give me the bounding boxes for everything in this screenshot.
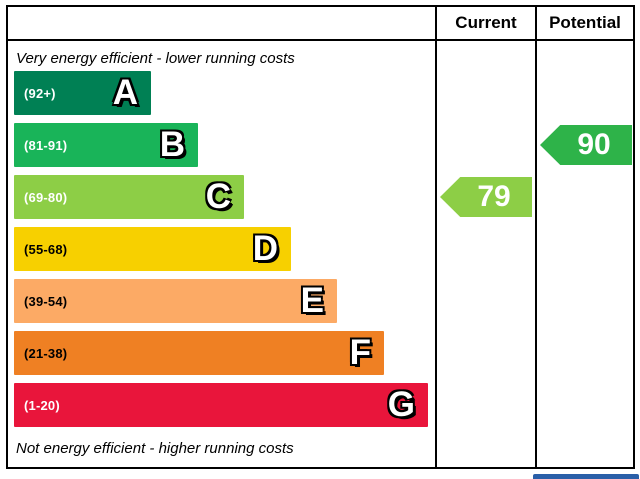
top-caption: Very energy efficient - lower running co…	[16, 49, 295, 67]
header-empty-cell	[8, 7, 435, 41]
current-rating-value: 79	[477, 180, 511, 213]
potential-column: 90	[535, 41, 633, 467]
band-letter: F	[349, 332, 371, 372]
band-row-d: (55-68) D	[14, 227, 291, 271]
band-letter: D	[252, 228, 278, 268]
potential-rating-arrow: 90	[540, 125, 632, 165]
eu-directive-box-fragment	[533, 474, 639, 479]
rating-scale-area: Very energy efficient - lower running co…	[8, 41, 435, 467]
band-range-label: (21-38)	[24, 345, 68, 361]
band-range-label: (1-20)	[24, 397, 60, 413]
band-letter: G	[387, 384, 415, 424]
band-letter: A	[112, 72, 138, 112]
band-row-c: (69-80) C	[14, 175, 244, 219]
bottom-caption: Not energy efficient - higher running co…	[16, 439, 294, 457]
band-row-e: (39-54) E	[14, 279, 337, 323]
potential-rating-value: 90	[577, 128, 611, 161]
band-letter: E	[300, 280, 324, 320]
band-range-label: (69-80)	[24, 189, 68, 205]
band-range-label: (92+)	[24, 85, 56, 101]
band-row-g: (1-20) G	[14, 383, 428, 427]
band-range-label: (39-54)	[24, 293, 68, 309]
band-row-a: (92+) A	[14, 71, 151, 115]
band-letter: B	[159, 124, 185, 164]
band-letter: C	[205, 176, 231, 216]
band-range-label: (55-68)	[24, 241, 68, 257]
header-potential-label: Potential	[535, 7, 633, 41]
band-range-label: (81-91)	[24, 137, 68, 153]
band-row-b: (81-91) B	[14, 123, 198, 167]
current-column: 79	[435, 41, 535, 467]
header-current-label: Current	[435, 7, 535, 41]
band-row-f: (21-38) F	[14, 331, 384, 375]
current-rating-arrow: 79	[440, 177, 532, 217]
epc-table: Current Potential Very energy efficient …	[6, 5, 635, 469]
